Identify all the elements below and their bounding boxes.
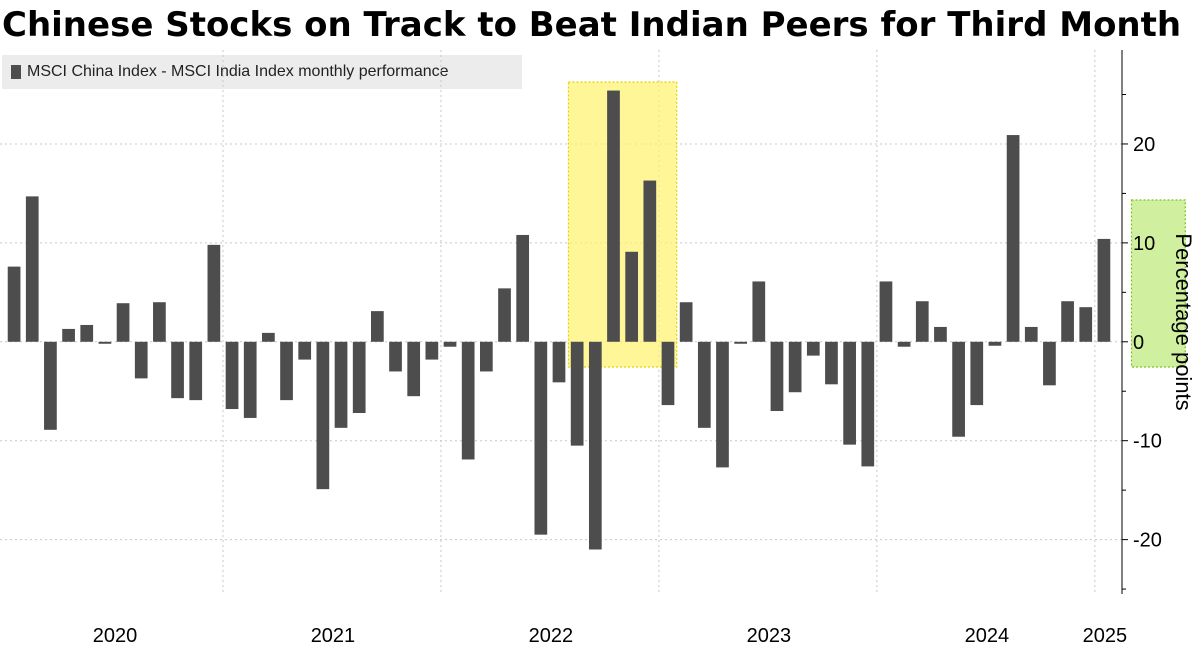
bar	[1079, 307, 1093, 342]
bar	[1024, 326, 1038, 342]
bar	[116, 303, 130, 342]
bar	[62, 328, 75, 342]
bar	[534, 341, 548, 535]
x-tick-label: 2024	[965, 625, 1010, 647]
bar	[788, 341, 802, 393]
bar	[25, 196, 39, 342]
bar	[44, 341, 57, 430]
bar	[80, 324, 94, 342]
bar	[825, 341, 838, 385]
bar	[479, 341, 493, 372]
legend-swatch	[11, 65, 21, 79]
chart-title: Chinese Stocks on Track to Beat Indian P…	[2, 5, 1182, 45]
bar	[806, 341, 820, 356]
bar	[643, 180, 657, 342]
bar	[607, 90, 620, 342]
bar	[752, 281, 766, 342]
highlight-box-yellow	[567, 81, 678, 368]
bar	[371, 311, 384, 342]
x-tick-label: 2022	[529, 625, 574, 647]
bar	[7, 266, 21, 342]
bar	[407, 341, 421, 397]
bar	[134, 341, 148, 379]
y-tick-label: -20	[1133, 530, 1162, 552]
bar	[970, 341, 984, 406]
bar	[552, 341, 566, 383]
bar	[1061, 301, 1074, 342]
bar	[98, 341, 112, 344]
bar	[716, 341, 729, 468]
bar	[389, 341, 402, 372]
bar	[443, 341, 457, 347]
bar	[843, 341, 856, 445]
bar	[915, 301, 929, 342]
x-tick-label: 2023	[747, 625, 792, 647]
bar	[334, 341, 348, 428]
bar	[734, 341, 747, 344]
bar	[952, 341, 965, 437]
bar	[661, 341, 675, 406]
bar	[625, 251, 639, 342]
grid-layer	[0, 50, 1122, 594]
bar	[879, 281, 893, 342]
bar	[171, 341, 184, 399]
bar	[897, 341, 911, 347]
bar	[588, 341, 602, 550]
chart-legend: MSCI China Index - MSCI India Index mont…	[2, 55, 522, 89]
y-tick-label: 0	[1133, 332, 1144, 354]
x-tick-label: 2025	[1083, 625, 1128, 647]
bar	[153, 302, 166, 342]
bar	[1006, 135, 1020, 342]
bar	[262, 332, 275, 342]
bar	[934, 326, 947, 342]
bar	[516, 234, 530, 342]
bar	[498, 288, 511, 342]
y-tick-label: 10	[1133, 233, 1155, 255]
bar	[189, 341, 203, 401]
bar	[225, 341, 239, 410]
bar	[679, 302, 693, 342]
bar	[988, 341, 1002, 346]
y-tick-label: -10	[1133, 431, 1162, 453]
bar	[243, 341, 257, 418]
bar	[280, 341, 293, 401]
x-tick-label: 2021	[311, 625, 356, 647]
bar	[697, 341, 711, 428]
bar	[425, 341, 439, 360]
bar-layer	[7, 90, 1111, 550]
bar	[352, 341, 366, 413]
legend-label: MSCI China Index - MSCI India Index mont…	[27, 63, 449, 80]
bar	[298, 341, 312, 360]
bar	[570, 341, 584, 446]
bar	[1043, 341, 1056, 386]
bar	[861, 341, 875, 467]
tick-layer: 2020 2021 2022 2023 2024 2025 -20 -10 0 10 20	[93, 94, 1162, 647]
highlight-layer	[567, 81, 1186, 368]
bar	[207, 244, 221, 342]
y-tick-label: 20	[1133, 134, 1155, 156]
y-axis-title: Percentage points	[1171, 233, 1196, 410]
bar	[316, 341, 330, 490]
x-tick-label: 2020	[93, 625, 138, 647]
bar	[770, 341, 784, 412]
highlight-box-green	[1130, 199, 1186, 368]
bar	[1097, 238, 1111, 342]
bar	[461, 341, 475, 460]
